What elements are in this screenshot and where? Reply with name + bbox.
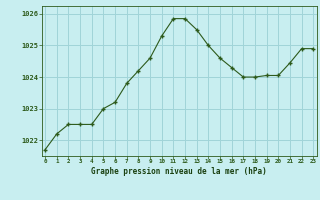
X-axis label: Graphe pression niveau de la mer (hPa): Graphe pression niveau de la mer (hPa) xyxy=(91,167,267,176)
